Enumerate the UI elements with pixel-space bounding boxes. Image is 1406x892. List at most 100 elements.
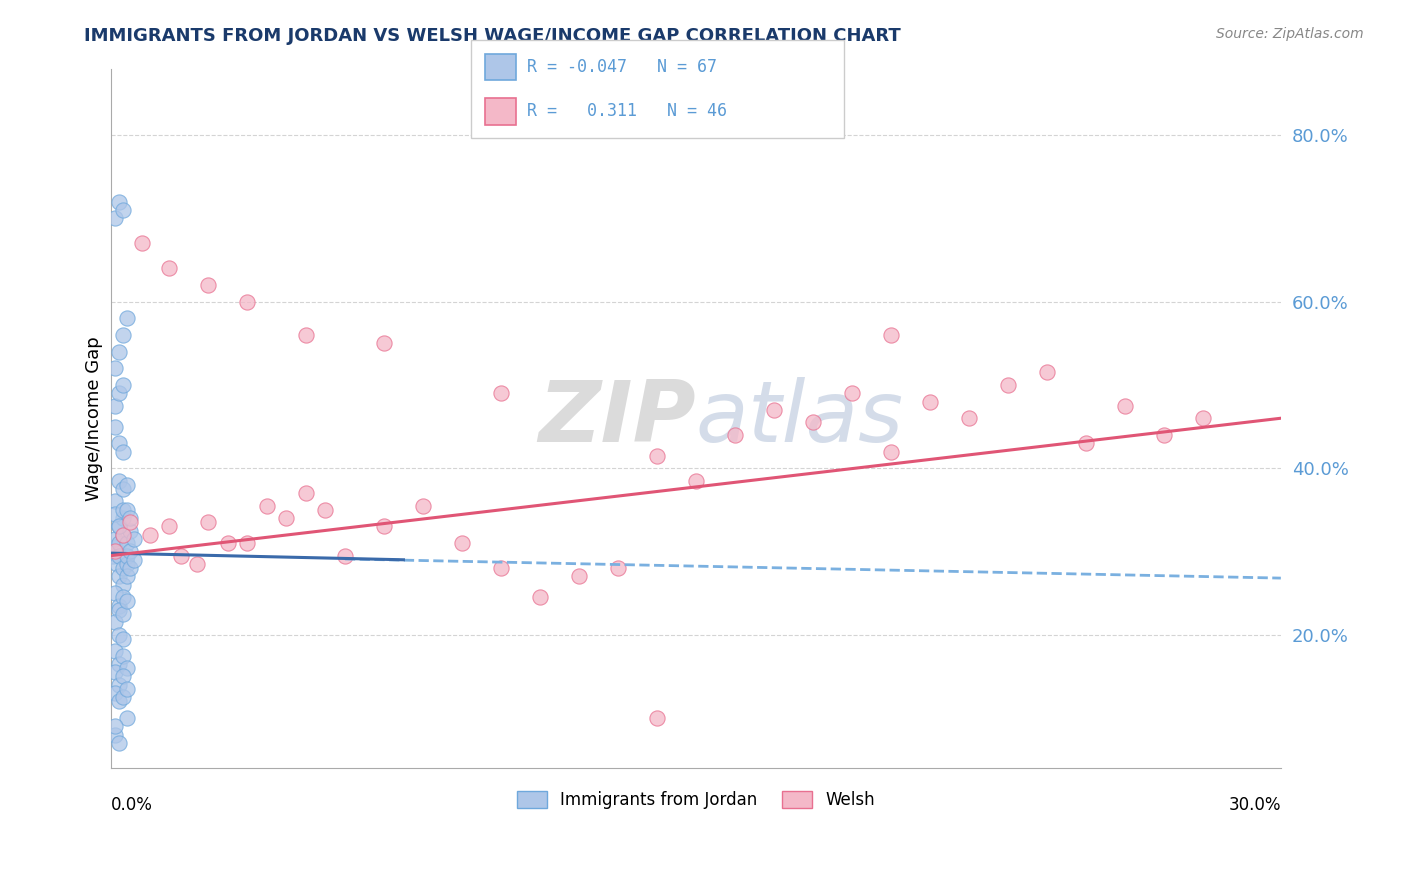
Point [333, 549, 356, 563]
Point [107, 678, 129, 692]
Point [568, 569, 591, 583]
Point [104, 728, 127, 742]
Point [880, 328, 903, 343]
Point [107, 569, 129, 583]
Point [1192, 411, 1215, 425]
Point [111, 503, 134, 517]
Point [107, 436, 129, 450]
Point [107, 628, 129, 642]
Point [107, 603, 129, 617]
Point [107, 599, 129, 613]
Text: 0.0%: 0.0% [111, 796, 153, 814]
Text: IMMIGRANTS FROM JORDAN VS WELSH WAGE/INCOME GAP CORRELATION CHART: IMMIGRANTS FROM JORDAN VS WELSH WAGE/INC… [84, 27, 901, 45]
Point [1036, 366, 1059, 380]
Point [276, 511, 298, 525]
Point [107, 657, 129, 671]
Point [104, 211, 127, 226]
Point [111, 648, 134, 663]
Point [107, 194, 129, 209]
Point [104, 361, 127, 376]
Point [256, 499, 278, 513]
Point [115, 594, 138, 608]
Point [314, 503, 336, 517]
Point [918, 394, 941, 409]
Point [107, 519, 129, 533]
Point [120, 524, 142, 538]
Point [131, 236, 153, 251]
Legend: Immigrants from Jordan, Welsh: Immigrants from Jordan, Welsh [510, 784, 882, 815]
Point [295, 486, 318, 500]
Point [139, 528, 162, 542]
Point [111, 511, 134, 525]
Text: R = -0.047   N = 67: R = -0.047 N = 67 [527, 58, 717, 76]
Point [170, 549, 193, 563]
Point [111, 561, 134, 575]
Text: atlas: atlas [696, 376, 904, 459]
Point [111, 591, 134, 605]
Point [120, 561, 142, 575]
Point [101, 549, 124, 563]
Point [115, 536, 138, 550]
Point [111, 203, 134, 218]
Point [104, 544, 127, 558]
Point [1074, 436, 1097, 450]
Point [236, 536, 259, 550]
Point [105, 557, 128, 571]
Point [120, 544, 142, 558]
Point [111, 669, 134, 683]
Point [115, 711, 138, 725]
Point [115, 681, 138, 696]
Point [104, 541, 127, 555]
Point [295, 328, 318, 343]
Point [115, 557, 138, 571]
Point [111, 482, 134, 496]
Point [104, 644, 127, 658]
Point [115, 311, 138, 326]
Point [724, 428, 747, 442]
Point [606, 561, 628, 575]
Point [107, 536, 129, 550]
Point [104, 532, 127, 546]
Point [197, 278, 219, 293]
Point [159, 261, 181, 276]
Text: R =   0.311   N = 46: R = 0.311 N = 46 [527, 103, 727, 120]
Point [111, 528, 134, 542]
Point [107, 736, 129, 750]
Point [186, 557, 208, 571]
Point [107, 474, 129, 488]
Point [104, 615, 127, 630]
Y-axis label: Wage/Income Gap: Wage/Income Gap [86, 336, 103, 500]
Point [217, 536, 239, 550]
Point [489, 386, 512, 401]
Point [104, 419, 127, 434]
Point [645, 449, 668, 463]
Point [111, 328, 134, 343]
Point [957, 411, 980, 425]
Point [115, 661, 138, 675]
Point [111, 578, 134, 592]
Point [1114, 399, 1136, 413]
Point [124, 553, 146, 567]
Point [111, 632, 134, 646]
Point [451, 536, 474, 550]
Point [104, 494, 127, 508]
Point [111, 528, 134, 542]
Point [107, 386, 129, 401]
Point [104, 399, 127, 413]
Point [373, 336, 395, 351]
Point [104, 686, 127, 700]
Point [373, 519, 395, 533]
Text: Source: ZipAtlas.com: Source: ZipAtlas.com [1216, 27, 1364, 41]
Point [104, 586, 127, 600]
Point [120, 516, 142, 530]
Point [685, 474, 707, 488]
Point [529, 591, 551, 605]
Point [120, 511, 142, 525]
Point [159, 519, 181, 533]
Point [645, 711, 668, 725]
Point [124, 532, 146, 546]
Point [197, 516, 219, 530]
Text: ZIP: ZIP [538, 376, 696, 459]
Point [236, 294, 259, 309]
Point [115, 503, 138, 517]
